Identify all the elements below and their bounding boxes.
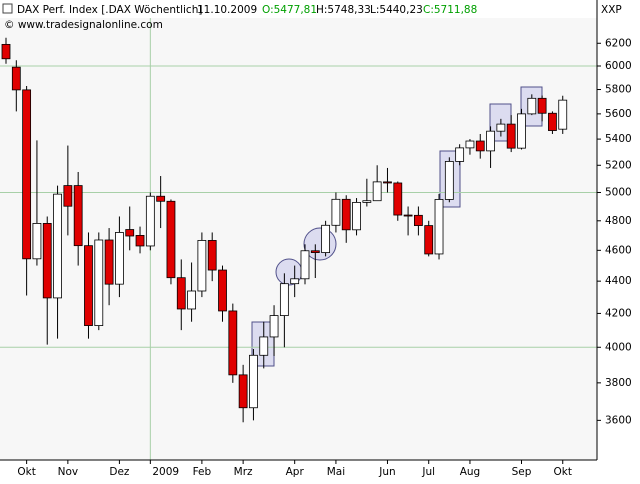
candle-body xyxy=(115,232,124,285)
x-tick-label: Dez xyxy=(109,466,130,478)
candle-body xyxy=(42,223,52,299)
candle-body xyxy=(166,200,176,279)
candle-body xyxy=(517,113,526,149)
x-tick-label: Okt xyxy=(554,466,572,478)
x-tick-label: Okt xyxy=(17,466,35,478)
plot-area xyxy=(0,18,597,460)
candle-body xyxy=(125,229,135,237)
candle-body xyxy=(465,140,475,149)
candle-body xyxy=(73,185,83,247)
candle-body xyxy=(527,97,537,115)
candle-body xyxy=(228,310,238,376)
candle-body xyxy=(403,214,413,217)
x-tick-label: Jun xyxy=(378,466,395,478)
source: © www.tradesignalonline.com xyxy=(4,19,163,31)
candle-body xyxy=(94,239,104,326)
candle-body xyxy=(341,198,351,231)
candle-body xyxy=(32,223,42,260)
candle-body xyxy=(279,283,289,316)
x-tick-label: Jul xyxy=(421,466,435,478)
y-tick-label: 4800 xyxy=(605,215,632,227)
x-tick-label: Aug xyxy=(460,466,481,478)
y-tick-label: 4400 xyxy=(605,275,632,287)
candle-body xyxy=(475,140,485,152)
x-tick-label: Mrz xyxy=(234,466,253,478)
candle-body xyxy=(424,225,434,255)
candle-body xyxy=(156,195,166,202)
open-value: O:5477,81 xyxy=(262,4,317,16)
y-tick-label: 4000 xyxy=(605,341,632,353)
candle-body xyxy=(207,240,217,271)
candle-body xyxy=(362,200,372,203)
candle-body xyxy=(249,354,258,409)
y-tick-label: 5400 xyxy=(605,133,632,145)
candle-body xyxy=(145,195,155,247)
candle-body xyxy=(383,181,392,184)
candle-body xyxy=(11,66,21,91)
x-tick-label: 2009 xyxy=(152,466,179,478)
candle-body xyxy=(455,147,465,162)
y-tick-label: 4200 xyxy=(605,307,632,319)
y-tick-label: 5000 xyxy=(605,186,632,198)
candle-body xyxy=(393,182,403,216)
candle-body xyxy=(537,97,547,114)
candle-body xyxy=(290,278,300,285)
close-value: C:5711,88 xyxy=(423,4,477,16)
candle-body xyxy=(53,193,62,299)
candle-body xyxy=(496,123,506,132)
candle-body xyxy=(331,198,341,226)
candle-body xyxy=(300,250,310,280)
icon xyxy=(2,3,13,14)
y-tick-label: 5200 xyxy=(605,159,632,171)
x-tick-label: Sep xyxy=(512,466,532,478)
y-tick-label: 4600 xyxy=(605,244,632,256)
candle-body xyxy=(187,290,196,310)
y-tick-label: 6000 xyxy=(605,60,632,72)
candle-body xyxy=(259,336,269,356)
candle-body xyxy=(238,374,248,409)
y-tick-label: 5800 xyxy=(605,84,632,96)
candle-body xyxy=(22,89,32,260)
candle-body xyxy=(413,214,423,226)
x-tick-label: Apr xyxy=(286,466,305,478)
y-tick-label: 6200 xyxy=(605,37,632,49)
candle-body xyxy=(352,202,361,231)
candle-body xyxy=(486,130,495,152)
x-tick-label: Nov xyxy=(58,466,79,478)
corner-label: XXP xyxy=(601,4,622,16)
candles xyxy=(1,37,568,423)
candle-body xyxy=(372,181,382,202)
candle-body xyxy=(197,240,207,292)
y-tick-label: 5600 xyxy=(605,108,632,120)
candle-body xyxy=(558,99,568,130)
candle-body xyxy=(321,224,331,253)
candle-body xyxy=(506,123,516,149)
candle-body xyxy=(269,315,279,338)
y-tick-label: 3800 xyxy=(605,377,632,389)
x-tick-label: Mai xyxy=(327,466,345,478)
low-value: L:5440,23 xyxy=(370,4,423,16)
candle-body xyxy=(63,185,73,207)
candle-body xyxy=(310,250,320,253)
y-tick-label: 3600 xyxy=(605,414,632,426)
candle-body xyxy=(548,112,557,131)
candle-body xyxy=(104,239,114,285)
candle-body xyxy=(1,43,11,60)
instrument-name: DAX Perf. Index [.DAX Wöchentlich] xyxy=(17,4,202,16)
candle-body xyxy=(176,277,186,310)
candle-body xyxy=(84,245,93,326)
x-tick-label: Feb xyxy=(193,466,212,478)
candle-body xyxy=(218,269,227,312)
candle-body xyxy=(444,161,454,200)
high-value: H:5748,33 xyxy=(316,4,371,16)
date: 11.10.2009 xyxy=(197,4,257,16)
candle-body xyxy=(135,235,145,247)
candle-body xyxy=(434,199,444,255)
